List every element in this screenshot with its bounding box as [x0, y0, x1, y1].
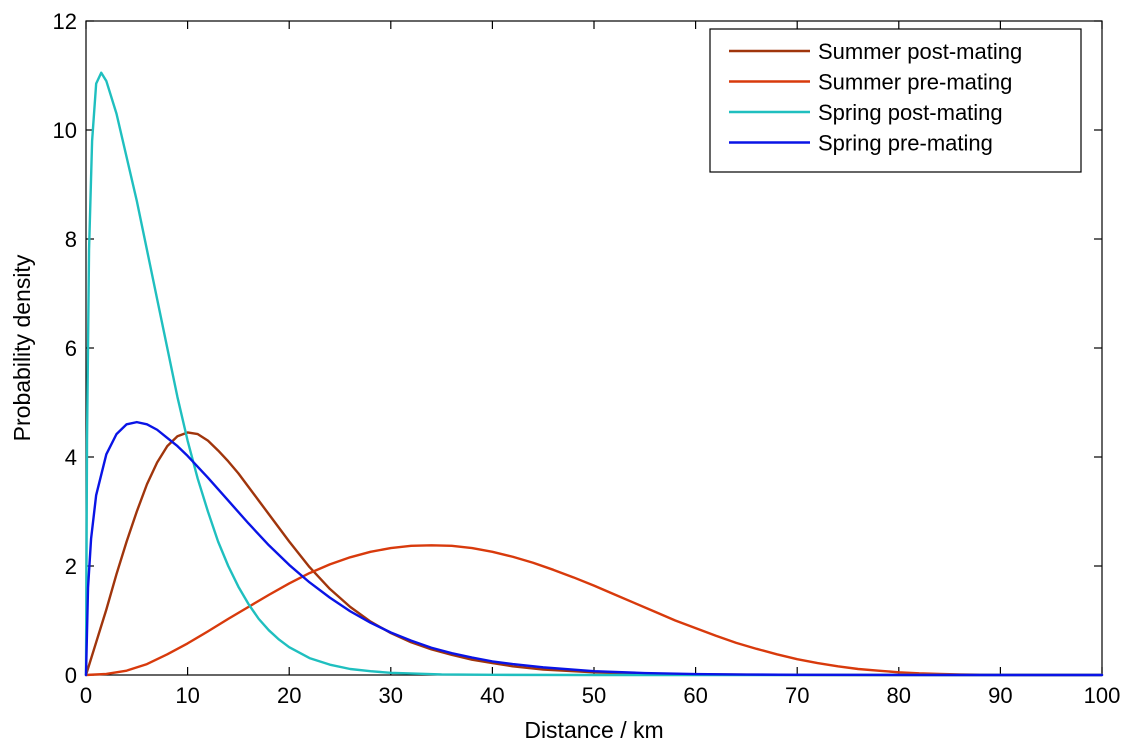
legend-box	[709, 28, 1082, 173]
series-line-spring-post-mating	[84, 71, 1104, 677]
x-tick-label: 70	[785, 683, 809, 708]
x-tick-labels: 0 10 20 30 40 50 60 70 80 90 100	[80, 683, 1120, 708]
y-tick-label: 0	[65, 663, 77, 688]
x-tick-label: 80	[887, 683, 911, 708]
x-axis-title: Distance / km	[524, 717, 663, 743]
x-tick-label: 50	[582, 683, 606, 708]
legend-label-spring-pre-mating: Spring pre-mating	[818, 131, 993, 156]
x-tick-label: 100	[1084, 683, 1121, 708]
y-tick-labels: 0 2 4 6 8 10 12	[53, 9, 77, 688]
x-tick-label: 90	[988, 683, 1012, 708]
y-tick-label: 12	[53, 9, 77, 34]
y-axis-title: Probability density	[9, 254, 35, 441]
y-tick-label: 6	[65, 336, 77, 361]
x-tick-label: 60	[683, 683, 707, 708]
x-tick-label: 0	[80, 683, 92, 708]
y-tick-label: 4	[65, 445, 77, 470]
x-tick-label: 20	[277, 683, 301, 708]
series-lines	[84, 71, 1104, 677]
x-tick-label: 10	[175, 683, 199, 708]
series-line-summer-pre-mating	[84, 544, 1104, 677]
y-tick-label: 10	[53, 118, 77, 143]
series-line-spring-pre-mating	[84, 420, 1104, 677]
x-tick-label: 30	[379, 683, 403, 708]
series-line-summer-post-mating	[84, 431, 1104, 677]
legend-label-summer-pre-mating: Summer pre-mating	[818, 70, 1012, 95]
legend: Summer post-mating Summer pre-mating Sprin…	[709, 28, 1082, 173]
legend-label-summer-post-mating: Summer post-mating	[818, 39, 1022, 64]
y-tick-label: 2	[65, 554, 77, 579]
legend-label-spring-post-mating: Spring post-mating	[818, 100, 1003, 125]
y-tick-label: 8	[65, 227, 77, 252]
x-tick-label: 40	[480, 683, 504, 708]
